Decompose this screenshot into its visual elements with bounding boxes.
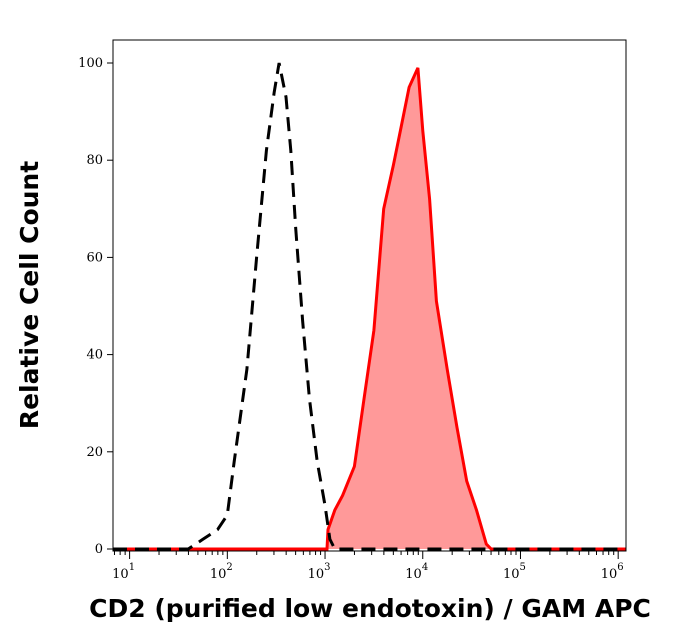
series-fill bbox=[113, 67, 626, 550]
x-tick-label: 102 bbox=[210, 562, 233, 582]
y-axis-label: Relative Cell Count bbox=[15, 161, 44, 429]
y-tick-label: 80 bbox=[86, 153, 103, 168]
y-tick-label: 0 bbox=[95, 542, 103, 557]
x-tick-label: 101 bbox=[112, 562, 135, 582]
x-axis-label: CD2 (purified low endotoxin) / GAM APC bbox=[89, 594, 651, 623]
y-tick-label: 40 bbox=[86, 348, 103, 363]
series-line-stained bbox=[113, 67, 626, 551]
y-tick-label: 100 bbox=[78, 56, 103, 71]
plot-frame bbox=[112, 39, 627, 552]
x-tick-label: 105 bbox=[503, 562, 526, 582]
series-line-control bbox=[113, 62, 626, 551]
y-tick-label: 60 bbox=[86, 250, 103, 265]
x-tick-label: 104 bbox=[405, 562, 428, 582]
x-tick-label: 106 bbox=[601, 562, 624, 582]
x-tick-label: 103 bbox=[308, 562, 331, 582]
y-tick-label: 20 bbox=[86, 445, 103, 460]
